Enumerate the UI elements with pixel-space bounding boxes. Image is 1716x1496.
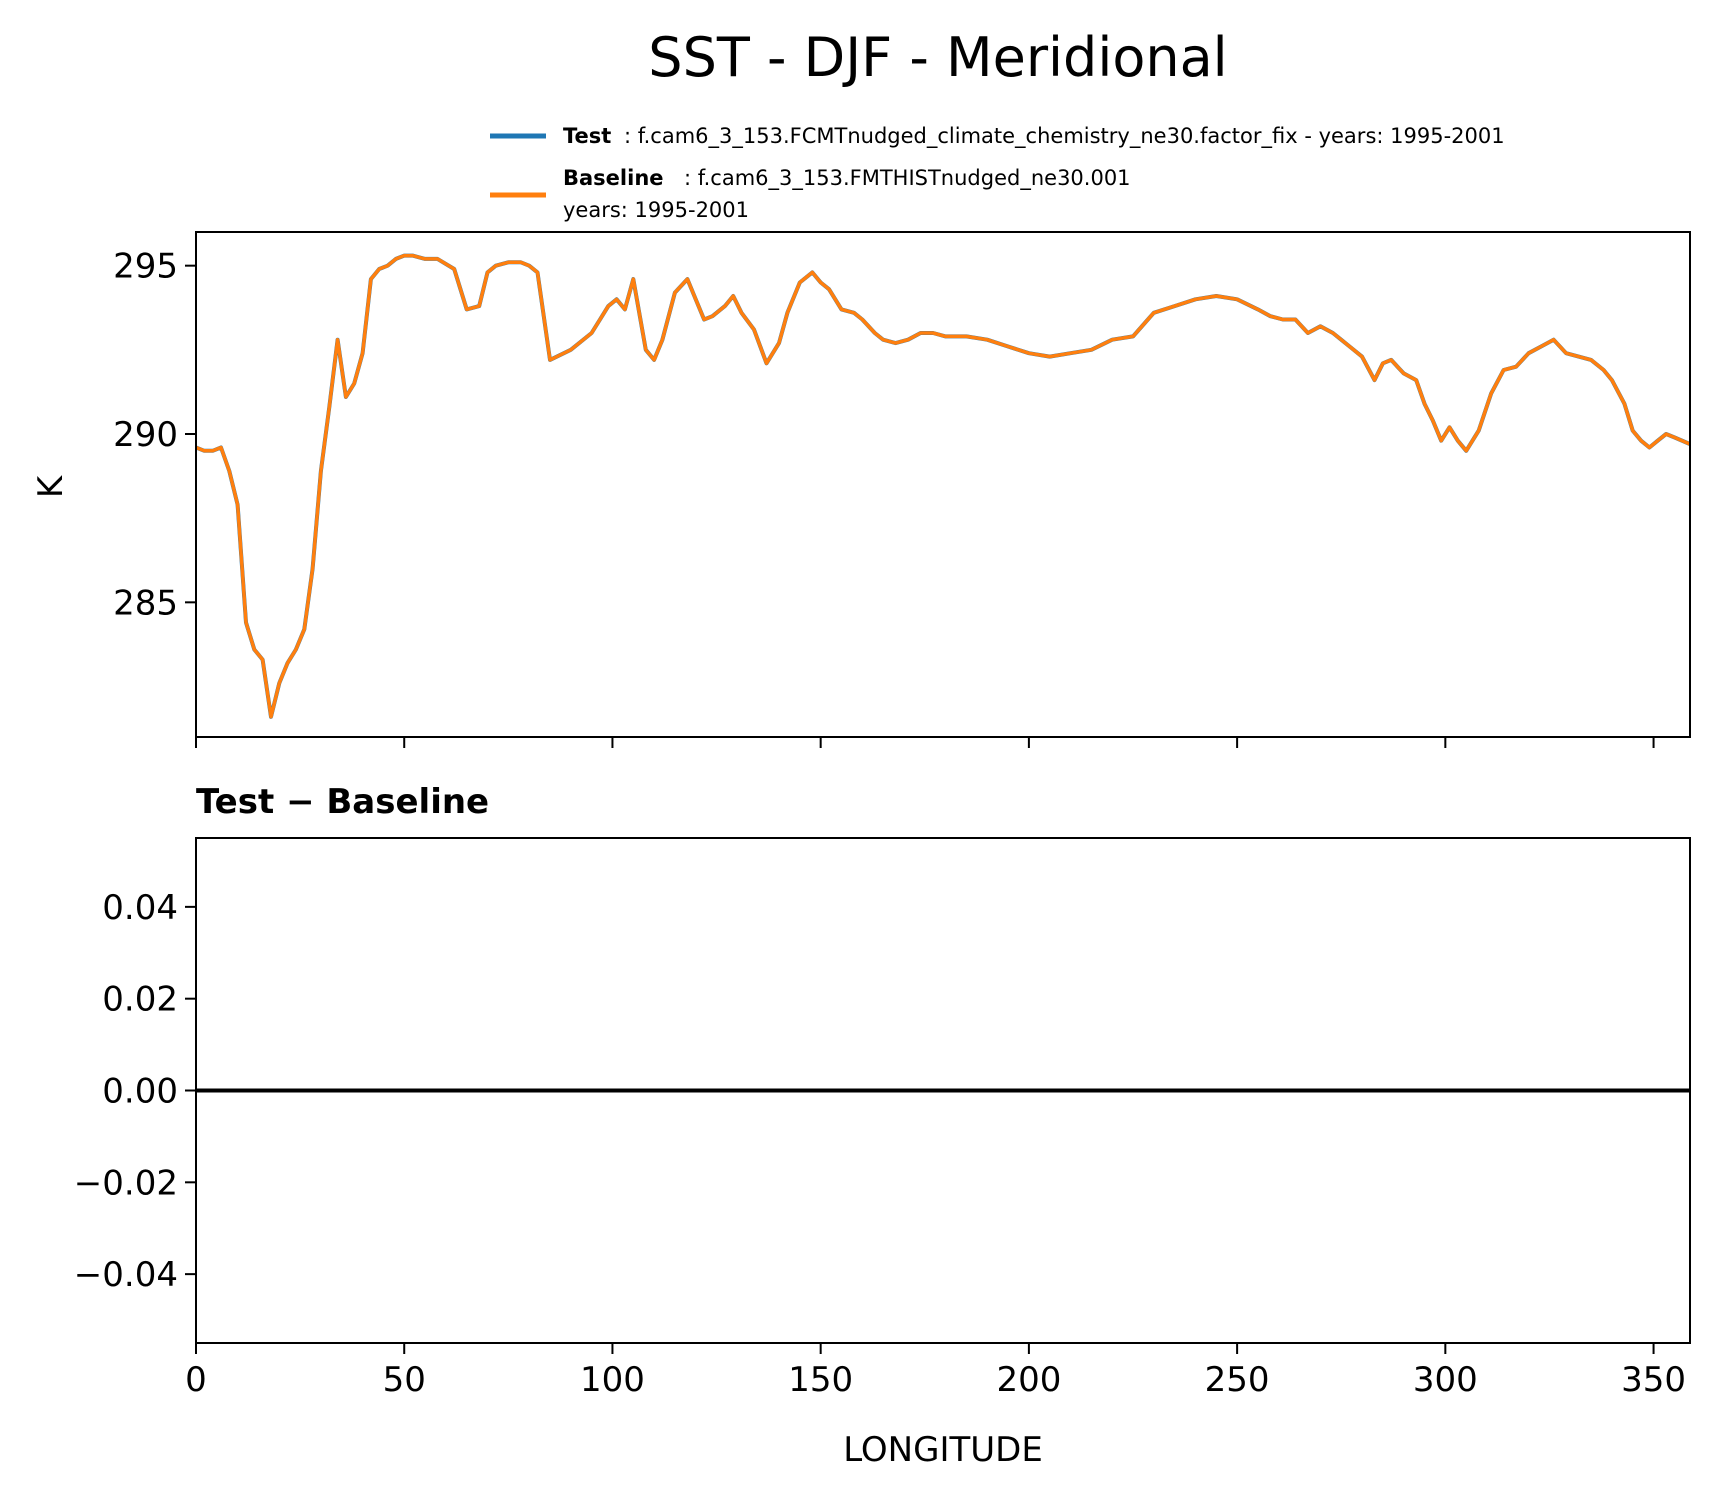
bottom-axes: Test − Baseline 0 50 100 150 200 250 300 350 0.0… bbox=[74, 782, 1691, 1470]
top-y-tick-label: 285 bbox=[113, 583, 178, 623]
bottom-y-tick-label: −0.02 bbox=[74, 1163, 178, 1203]
x-axis-label: LONGITUDE bbox=[843, 1430, 1043, 1470]
bottom-x-tick-label: 250 bbox=[1205, 1360, 1270, 1400]
bottom-y-tick-label: −0.04 bbox=[74, 1255, 178, 1295]
bottom-x-tick-label: 300 bbox=[1413, 1360, 1478, 1400]
legend-label-test: Test bbox=[563, 124, 611, 148]
bottom-x-tick-label: 100 bbox=[580, 1360, 645, 1400]
bottom-x-tick-label: 0 bbox=[185, 1360, 207, 1400]
bottom-x-tick-label: 50 bbox=[383, 1360, 426, 1400]
top-series-test bbox=[196, 253, 1690, 719]
top-y-tick-label: 295 bbox=[113, 247, 178, 287]
bottom-x-tick-label: 150 bbox=[788, 1360, 853, 1400]
legend: Test : f.cam6_3_153.FCMTnudged_climate_c… bbox=[490, 124, 1505, 222]
bottom-axes-title: Test − Baseline bbox=[196, 782, 489, 822]
top-series-baseline bbox=[196, 253, 1690, 719]
figure-title: SST - DJF - Meridional bbox=[648, 26, 1227, 89]
legend-text-baseline: : f.cam6_3_153.FMTHISTnudged_ne30.001 bbox=[684, 166, 1131, 191]
bottom-y-tick-label: 0.02 bbox=[102, 980, 178, 1020]
bottom-x-tick-label: 350 bbox=[1621, 1360, 1686, 1400]
legend-text-test: : f.cam6_3_153.FCMTnudged_climate_chemis… bbox=[624, 124, 1505, 149]
top-axes-frame bbox=[195, 231, 1691, 738]
top-y-tick-label: 290 bbox=[113, 415, 178, 455]
bottom-y-tick-label: 0.04 bbox=[102, 888, 178, 928]
bottom-x-tick-label: 200 bbox=[996, 1360, 1061, 1400]
bottom-axes-frame bbox=[195, 837, 1691, 1344]
legend-text-baseline-years: years: 1995-2001 bbox=[563, 198, 749, 222]
top-axes: 285 290 295 K bbox=[31, 231, 1691, 748]
bottom-y-tick-label: 0.00 bbox=[102, 1072, 178, 1112]
legend-label-baseline: Baseline bbox=[563, 166, 664, 190]
top-y-axis-label: K bbox=[31, 474, 71, 498]
